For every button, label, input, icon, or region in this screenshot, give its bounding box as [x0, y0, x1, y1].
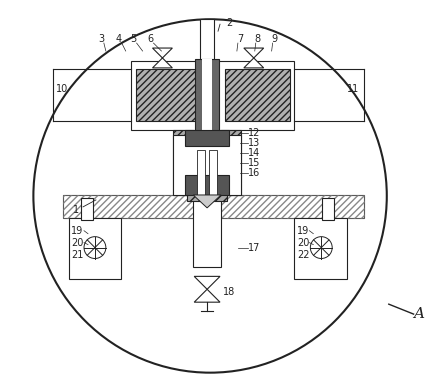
Text: 14: 14: [248, 148, 260, 158]
Text: 15: 15: [248, 158, 260, 168]
Text: 16: 16: [248, 168, 260, 178]
Polygon shape: [244, 48, 264, 58]
Text: 3: 3: [98, 34, 104, 44]
Polygon shape: [152, 48, 172, 58]
Bar: [322, 198, 334, 220]
Text: 2: 2: [226, 18, 232, 28]
Text: 4: 4: [116, 34, 122, 44]
Text: 19: 19: [297, 226, 310, 236]
Text: A: A: [414, 307, 424, 321]
Text: 20: 20: [297, 238, 310, 248]
Polygon shape: [244, 58, 264, 68]
Bar: [135, 69, 200, 120]
Bar: [202, 59, 212, 133]
Polygon shape: [152, 58, 172, 68]
Text: 1: 1: [73, 205, 79, 215]
Bar: [131, 61, 294, 130]
Bar: [200, 19, 214, 99]
Bar: [63, 195, 364, 218]
Text: 17: 17: [248, 243, 260, 253]
Text: 19: 19: [71, 226, 83, 236]
Bar: [221, 130, 241, 195]
Text: 10: 10: [56, 84, 68, 94]
Text: 11: 11: [347, 84, 359, 94]
Text: 22: 22: [297, 250, 310, 259]
Bar: [195, 59, 219, 133]
Text: 7: 7: [237, 34, 243, 44]
Bar: [173, 135, 241, 195]
Bar: [225, 69, 289, 120]
Text: 13: 13: [248, 138, 260, 148]
Polygon shape: [194, 289, 220, 302]
Text: 5: 5: [131, 34, 137, 44]
Bar: [81, 198, 93, 220]
Bar: [185, 130, 229, 146]
Bar: [294, 218, 347, 279]
Polygon shape: [193, 195, 221, 208]
Text: 12: 12: [248, 128, 260, 138]
Text: 9: 9: [272, 34, 278, 44]
Bar: [197, 150, 205, 195]
Text: 18: 18: [223, 287, 235, 297]
Polygon shape: [194, 276, 220, 289]
Bar: [69, 218, 121, 279]
Bar: [193, 190, 221, 267]
Text: 20: 20: [71, 238, 83, 248]
Text: 8: 8: [255, 34, 261, 44]
Text: 6: 6: [147, 34, 154, 44]
Bar: [187, 187, 227, 201]
Bar: [185, 175, 229, 195]
Bar: [173, 130, 193, 195]
Bar: [63, 195, 364, 218]
Text: 21: 21: [71, 250, 83, 259]
Bar: [209, 150, 217, 195]
